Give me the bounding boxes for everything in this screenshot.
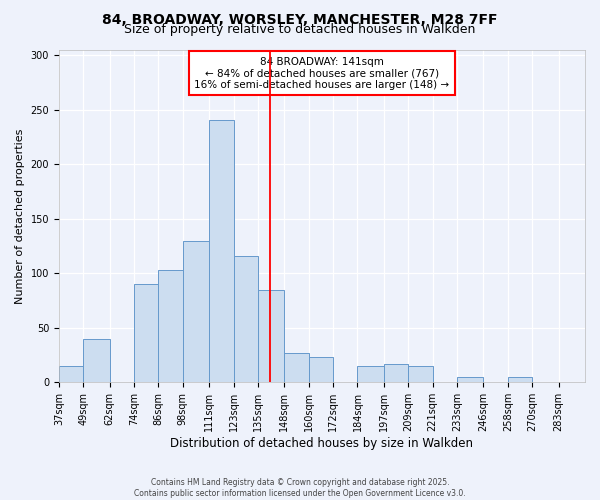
Text: 84, BROADWAY, WORSLEY, MANCHESTER, M28 7FF: 84, BROADWAY, WORSLEY, MANCHESTER, M28 7… bbox=[102, 12, 498, 26]
Bar bbox=[134, 284, 158, 382]
Bar bbox=[59, 366, 83, 382]
Bar bbox=[258, 290, 284, 382]
Y-axis label: Number of detached properties: Number of detached properties bbox=[15, 128, 25, 304]
Bar bbox=[309, 358, 333, 382]
Bar bbox=[457, 377, 484, 382]
Text: 84 BROADWAY: 141sqm
← 84% of detached houses are smaller (767)
16% of semi-detac: 84 BROADWAY: 141sqm ← 84% of detached ho… bbox=[194, 56, 449, 90]
Bar bbox=[158, 270, 183, 382]
Bar bbox=[284, 353, 309, 382]
Text: Contains HM Land Registry data © Crown copyright and database right 2025.
Contai: Contains HM Land Registry data © Crown c… bbox=[134, 478, 466, 498]
Bar bbox=[233, 256, 258, 382]
Bar bbox=[83, 339, 110, 382]
Bar bbox=[358, 366, 384, 382]
Bar bbox=[508, 377, 532, 382]
Text: Size of property relative to detached houses in Walkden: Size of property relative to detached ho… bbox=[124, 22, 476, 36]
Bar bbox=[408, 366, 433, 382]
X-axis label: Distribution of detached houses by size in Walkden: Distribution of detached houses by size … bbox=[170, 437, 473, 450]
Bar bbox=[209, 120, 233, 382]
Bar bbox=[384, 364, 408, 382]
Bar bbox=[183, 240, 209, 382]
